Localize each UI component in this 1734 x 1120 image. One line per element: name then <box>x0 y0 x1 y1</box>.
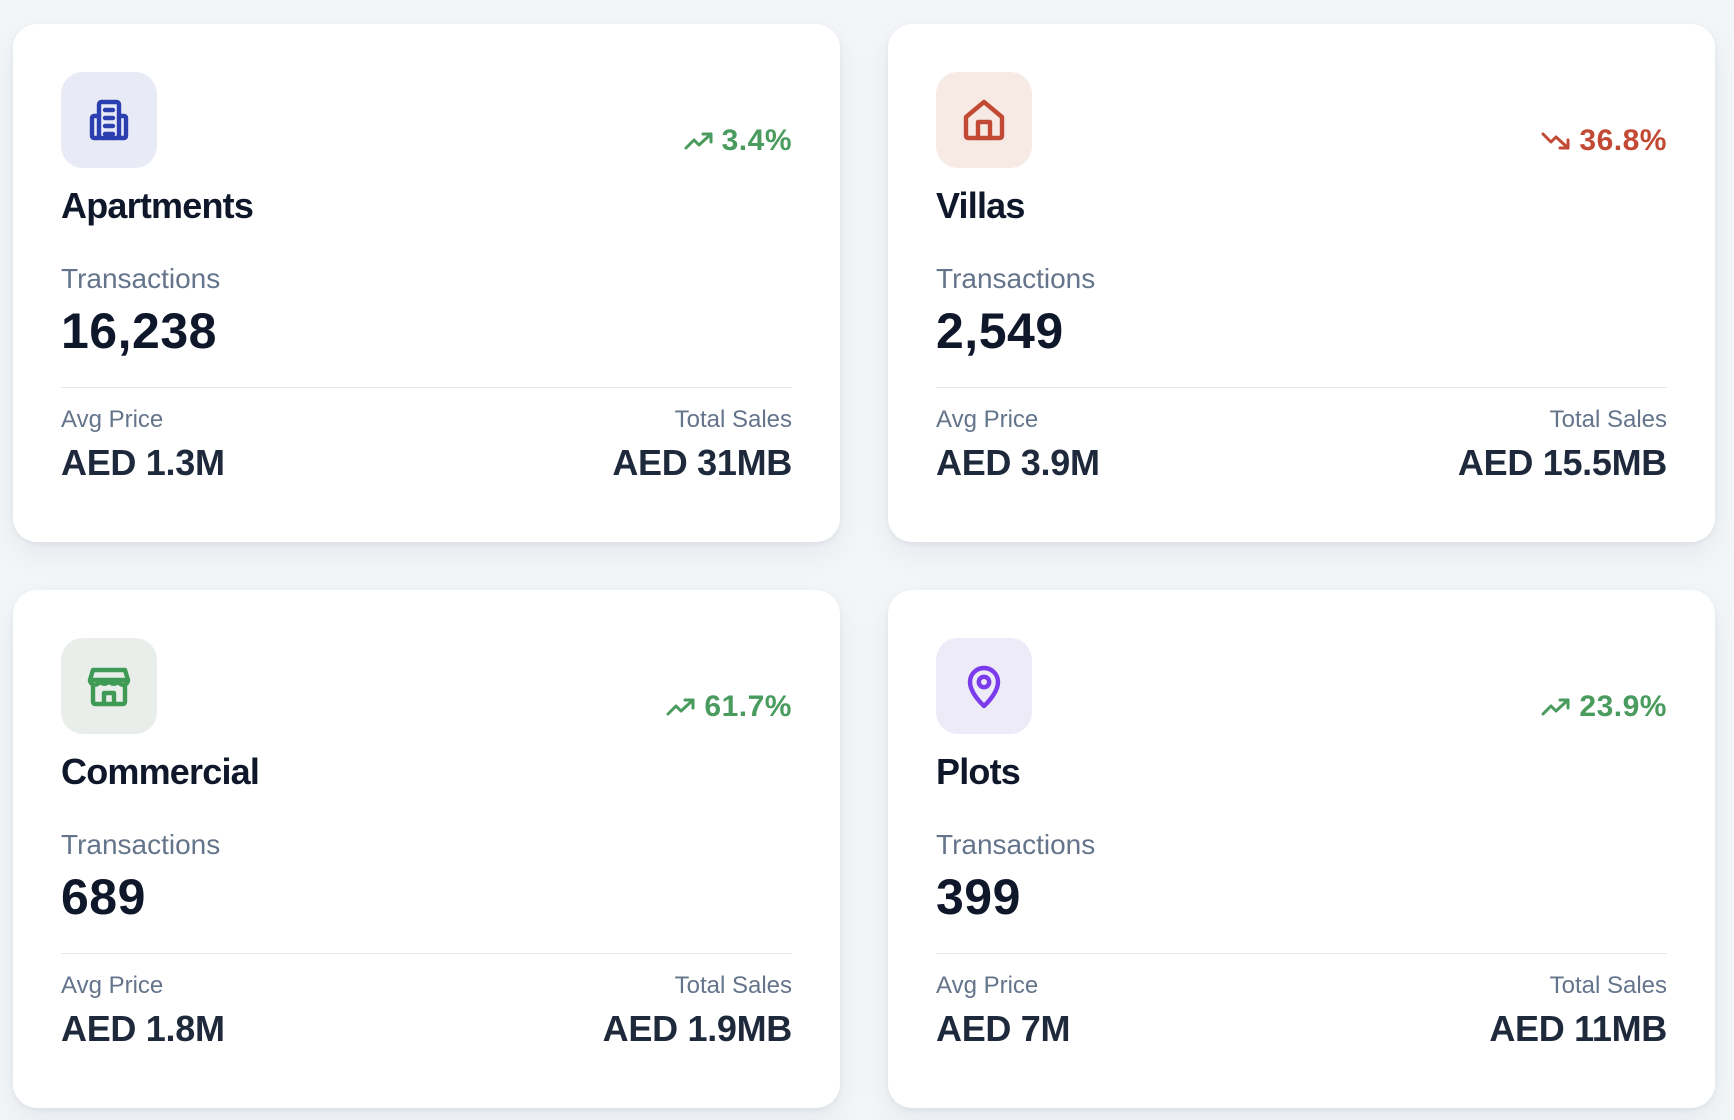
total-sales-stat: Total Sales AED 11MB <box>1489 972 1667 1050</box>
trending-up-icon <box>1541 698 1570 716</box>
total-sales-stat: Total Sales AED 31MB <box>612 406 792 484</box>
total-sales-label: Total Sales <box>1549 972 1667 1000</box>
trend-indicator: 3.4% <box>684 124 792 158</box>
total-sales-stat: Total Sales AED 15.5MB <box>1458 406 1667 484</box>
icon-box <box>61 72 157 168</box>
icon-box <box>936 638 1032 734</box>
store-icon <box>87 667 131 707</box>
trend-indicator: 61.7% <box>666 690 792 724</box>
avg-price-label: Avg Price <box>61 406 164 434</box>
card-apartments[interactable]: 3.4% Apartments Transactions 16,238 Avg … <box>13 24 840 542</box>
card-title: Commercial <box>61 751 260 792</box>
card-villas[interactable]: 36.8% Villas Transactions 2,549 Avg Pric… <box>888 24 1715 542</box>
transactions-label: Transactions <box>936 828 1096 860</box>
divider <box>61 387 792 389</box>
total-sales-value: AED 15.5MB <box>1457 442 1667 484</box>
trend-value: 61.7% <box>704 690 792 723</box>
avg-price-value: AED 1.8M <box>61 1008 225 1050</box>
house-icon <box>963 99 1005 141</box>
divider <box>936 953 1667 955</box>
avg-price-value: AED 7M <box>936 1008 1071 1050</box>
divider <box>936 387 1667 389</box>
trend-indicator: 36.8% <box>1541 124 1667 158</box>
transactions-label: Transactions <box>61 262 221 294</box>
transactions-value: 689 <box>61 869 146 926</box>
avg-price-stat: Avg Price AED 1.8M <box>61 972 225 1050</box>
trending-down-icon <box>1541 132 1570 150</box>
avg-price-label: Avg Price <box>936 406 1039 434</box>
avg-price-label: Avg Price <box>936 972 1039 1000</box>
total-sales-value: AED 11MB <box>1489 1008 1667 1050</box>
total-sales-label: Total Sales <box>674 406 792 434</box>
divider <box>61 953 792 955</box>
card-stats: Avg Price AED 7M Total Sales AED 11MB <box>936 972 1667 1050</box>
building-icon <box>89 99 129 141</box>
avg-price-stat: Avg Price AED 1.3M <box>61 406 225 484</box>
total-sales-label: Total Sales <box>674 972 792 1000</box>
icon-box <box>936 72 1032 168</box>
total-sales-label: Total Sales <box>1549 406 1667 434</box>
card-title: Plots <box>936 751 1021 792</box>
card-stats: Avg Price AED 1.3M Total Sales AED 31MB <box>61 406 792 484</box>
total-sales-stat: Total Sales AED 1.9MB <box>602 972 793 1050</box>
card-commercial[interactable]: 61.7% Commercial Transactions 689 Avg Pr… <box>13 590 840 1108</box>
card-plots[interactable]: 23.9% Plots Transactions 399 Avg Price A… <box>888 590 1715 1108</box>
transactions-label: Transactions <box>936 262 1096 294</box>
avg-price-value: AED 1.3M <box>61 442 225 484</box>
icon-box <box>61 638 157 734</box>
card-title: Villas <box>936 185 1025 226</box>
trend-value: 3.4% <box>721 124 792 157</box>
avg-price-value: AED 3.9M <box>936 442 1100 484</box>
map-pin-icon <box>967 665 1001 709</box>
trending-up-icon <box>666 698 695 716</box>
trending-up-icon <box>684 132 713 150</box>
card-title: Apartments <box>61 185 254 226</box>
avg-price-label: Avg Price <box>61 972 164 1000</box>
trend-value: 23.9% <box>1579 690 1667 723</box>
trend-indicator: 23.9% <box>1541 690 1667 724</box>
transactions-value: 2,549 <box>936 303 1064 360</box>
transactions-label: Transactions <box>61 828 221 860</box>
transactions-value: 399 <box>936 869 1021 926</box>
trend-value: 36.8% <box>1579 124 1667 157</box>
avg-price-stat: Avg Price AED 7M <box>936 972 1071 1050</box>
total-sales-value: AED 1.9MB <box>602 1008 793 1050</box>
avg-price-stat: Avg Price AED 3.9M <box>936 406 1100 484</box>
card-stats: Avg Price AED 1.8M Total Sales AED 1.9MB <box>61 972 792 1050</box>
card-stats: Avg Price AED 3.9M Total Sales AED 15.5M… <box>936 406 1667 484</box>
total-sales-value: AED 31MB <box>612 442 792 484</box>
property-type-grid: 3.4% Apartments Transactions 16,238 Avg … <box>13 24 1715 1108</box>
transactions-value: 16,238 <box>61 303 217 360</box>
